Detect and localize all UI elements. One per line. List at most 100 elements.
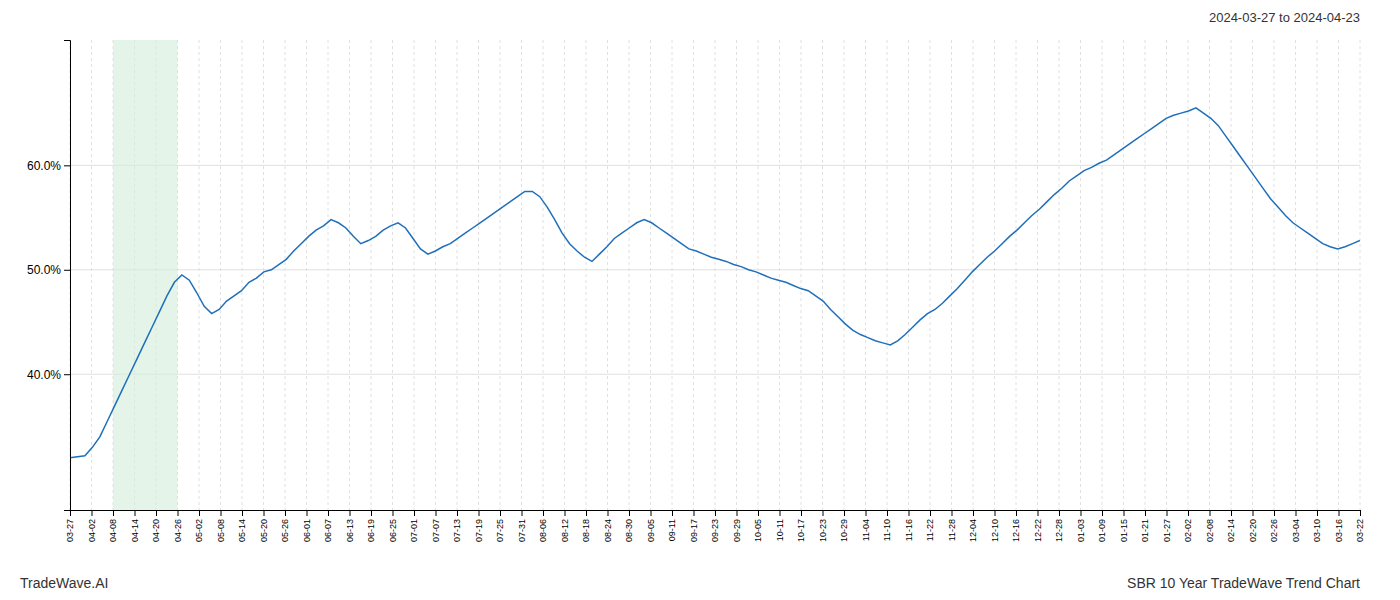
x-tick-label: 01-03 [1076, 519, 1086, 542]
x-tick-mark [1231, 510, 1232, 516]
x-grid-line [543, 40, 544, 510]
x-grid-line [1231, 40, 1232, 510]
x-tick: 01-15 [1119, 510, 1129, 542]
x-grid-line [1145, 40, 1146, 510]
x-tick: 12-16 [1011, 510, 1021, 542]
x-tick-label: 04-20 [151, 519, 161, 542]
x-grid-line [736, 40, 737, 510]
x-tick-mark [522, 510, 523, 516]
x-grid-line [521, 40, 522, 510]
x-tick: 10-29 [839, 510, 849, 542]
x-tick-mark [866, 510, 867, 516]
x-grid-line [672, 40, 673, 510]
x-tick: 03-10 [1312, 510, 1322, 542]
x-grid-line [220, 40, 221, 510]
x-tick: 12-22 [1033, 510, 1043, 542]
x-tick: 07-31 [517, 510, 527, 542]
x-grid-line [994, 40, 995, 510]
x-tick-label: 09-11 [667, 519, 677, 541]
x-tick: 11-28 [947, 510, 957, 541]
x-grid-line [1016, 40, 1017, 510]
x-tick-label: 07-13 [452, 519, 462, 542]
x-tick: 11-04 [861, 510, 871, 541]
y-tick: 50.0% [27, 263, 70, 277]
x-tick-mark [1167, 510, 1168, 516]
x-tick-label: 10-11 [775, 519, 785, 541]
x-grid-line [349, 40, 350, 510]
x-tick-mark [221, 510, 222, 516]
x-grid-line [1059, 40, 1060, 510]
x-tick-mark [500, 510, 501, 516]
x-tick: 08-18 [581, 510, 591, 542]
x-grid-line [500, 40, 501, 510]
x-grid-line [779, 40, 780, 510]
x-grid-line [392, 40, 393, 510]
x-tick-mark [1124, 510, 1125, 516]
x-tick-mark [565, 510, 566, 516]
x-grid-line [758, 40, 759, 510]
x-tick-mark [844, 510, 845, 516]
x-tick-mark [1360, 510, 1361, 516]
x-tick-mark [285, 510, 286, 516]
x-tick-label: 05-02 [194, 519, 204, 542]
x-tick-label: 02-26 [1269, 519, 1279, 542]
x-grid-line [371, 40, 372, 510]
subtitle: 2024-03-27 to 2024-04-23 [1209, 10, 1360, 25]
x-tick-mark [694, 510, 695, 516]
x-tick: 12-04 [968, 510, 978, 542]
x-tick-label: 09-23 [710, 519, 720, 542]
x-tick-mark [952, 510, 953, 516]
x-tick-label: 09-29 [732, 519, 742, 542]
x-tick-label: 04-08 [108, 519, 118, 542]
highlight-span [113, 40, 178, 510]
x-tick-mark [414, 510, 415, 516]
x-tick-label: 03-22 [1355, 519, 1365, 542]
x-tick-label: 01-21 [1140, 519, 1150, 542]
x-grid-line [1123, 40, 1124, 510]
x-tick-label: 02-02 [1183, 519, 1193, 542]
x-tick-label: 08-06 [538, 519, 548, 542]
x-tick-label: 08-30 [624, 519, 634, 542]
x-tick: 07-07 [431, 510, 441, 542]
y-tick-label: 60.0% [27, 159, 61, 173]
x-tick-mark [307, 510, 308, 516]
x-tick-label: 03-04 [1291, 519, 1301, 542]
x-tick: 07-01 [409, 510, 419, 542]
x-tick-mark [758, 510, 759, 516]
x-tick: 04-20 [151, 510, 161, 542]
x-grid-line [715, 40, 716, 510]
x-tick-label: 07-07 [431, 519, 441, 542]
x-tick: 08-06 [538, 510, 548, 542]
x-tick: 08-24 [603, 510, 613, 542]
x-tick-label: 02-20 [1248, 519, 1258, 542]
x-tick-label: 11-28 [947, 519, 957, 541]
x-tick-mark [586, 510, 587, 516]
x-tick: 12-10 [990, 510, 1000, 542]
x-grid-line [1360, 40, 1361, 510]
x-tick-mark [973, 510, 974, 516]
y-tick-label: 40.0% [27, 368, 61, 382]
grid [70, 40, 1360, 510]
x-tick: 08-30 [624, 510, 634, 542]
x-tick-mark [1102, 510, 1103, 516]
y-grid-line [70, 269, 1360, 270]
x-grid-line [973, 40, 974, 510]
x-tick-label: 07-19 [474, 519, 484, 542]
x-tick-label: 04-14 [130, 519, 140, 542]
y-axis-line [64, 41, 71, 511]
x-tick: 04-02 [87, 510, 97, 542]
x-tick: 09-17 [689, 510, 699, 542]
x-tick-label: 01-15 [1119, 519, 1129, 542]
x-tick-mark [199, 510, 200, 516]
x-tick-label: 12-10 [990, 519, 1000, 542]
x-tick-label: 11-10 [882, 519, 892, 541]
x-tick-mark [371, 510, 372, 516]
x-tick: 06-13 [345, 510, 355, 542]
x-tick: 01-27 [1162, 510, 1172, 542]
x-tick: 04-26 [173, 510, 183, 542]
x-grid-line [607, 40, 608, 510]
x-tick-label: 01-09 [1097, 519, 1107, 542]
x-tick-mark [801, 510, 802, 516]
x-tick-mark [780, 510, 781, 516]
x-tick: 01-21 [1140, 510, 1150, 542]
